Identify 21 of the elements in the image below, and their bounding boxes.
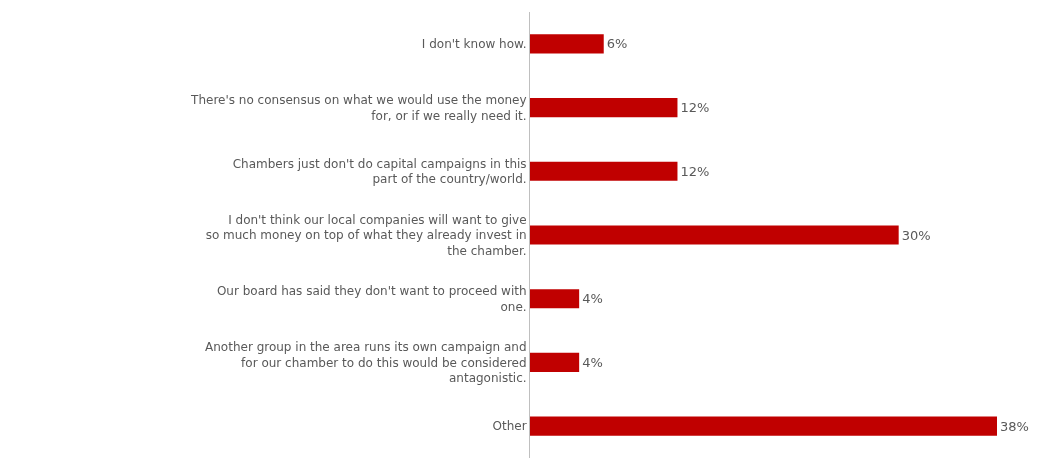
y-tick-label: Other: [492, 419, 527, 434]
y-tick-label: Chambers just don't do capital campaigns in this part of the country/world.: [232, 156, 527, 187]
y-tick-label: I don't know how.: [421, 37, 527, 52]
y-tick-label: There's no consensus on what we would use the money for, or if we really need it.: [190, 92, 527, 123]
data-label: 30%: [901, 227, 931, 243]
y-tick-label: I don't think our local companies will want to give so much money on top of what they already invest in the chamber.: [205, 212, 527, 258]
bar: [530, 289, 580, 309]
bar: [530, 416, 997, 436]
bar: [530, 98, 678, 118]
data-label: 4%: [582, 354, 603, 370]
data-label: 4%: [582, 291, 603, 307]
data-label: 38%: [1000, 418, 1029, 434]
data-label: 6%: [606, 36, 628, 52]
bar: [530, 34, 604, 54]
bar: [530, 225, 899, 245]
y-tick-label: Our board has said they don't want to proceed with one.: [216, 284, 527, 314]
data-label: 12%: [680, 163, 710, 179]
bar: [530, 352, 580, 372]
bar: [530, 161, 678, 181]
data-label: 12%: [680, 100, 710, 116]
y-tick-label: Another group in the area runs its own campaign and for our chamber to do this would be considered antagonistic.: [205, 340, 527, 386]
